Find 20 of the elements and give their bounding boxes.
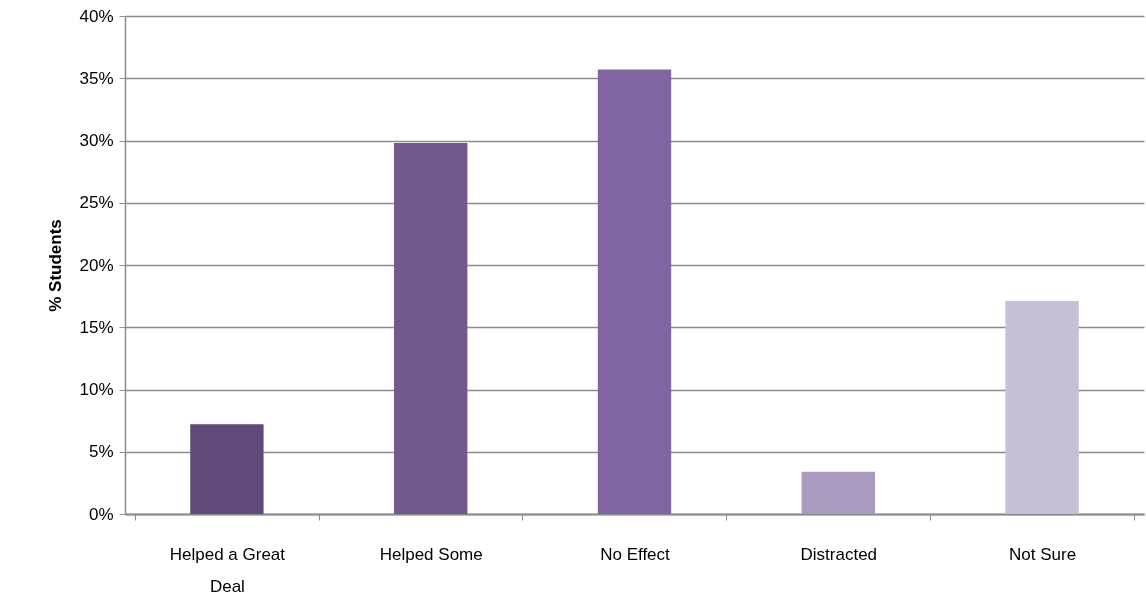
y-axis-title: % Students <box>46 219 66 312</box>
y-tick-label: 25% <box>79 193 114 213</box>
y-tick-label: 30% <box>79 131 114 150</box>
x-tick-label: Helped Some <box>379 544 483 564</box>
y-tick-label: 10% <box>79 380 114 399</box>
bar <box>394 142 468 514</box>
x-tick-label: Distracted <box>800 544 878 564</box>
x-tick-label: Helped a Great Deal <box>169 544 286 596</box>
y-tick-label: 0% <box>88 504 114 524</box>
x-tick-label: No Effect <box>600 544 671 564</box>
y-tick-label: 35% <box>79 68 114 88</box>
bar <box>1005 301 1079 514</box>
y-tick-label: 40% <box>79 6 114 26</box>
bar <box>801 471 875 514</box>
y-tick-label: 5% <box>88 442 114 462</box>
bar <box>597 69 672 514</box>
x-tick-label: Not Sure <box>1009 544 1077 564</box>
bar <box>190 424 264 514</box>
y-tick-label: 15% <box>79 317 114 337</box>
y-tick-label: 20% <box>79 255 114 275</box>
